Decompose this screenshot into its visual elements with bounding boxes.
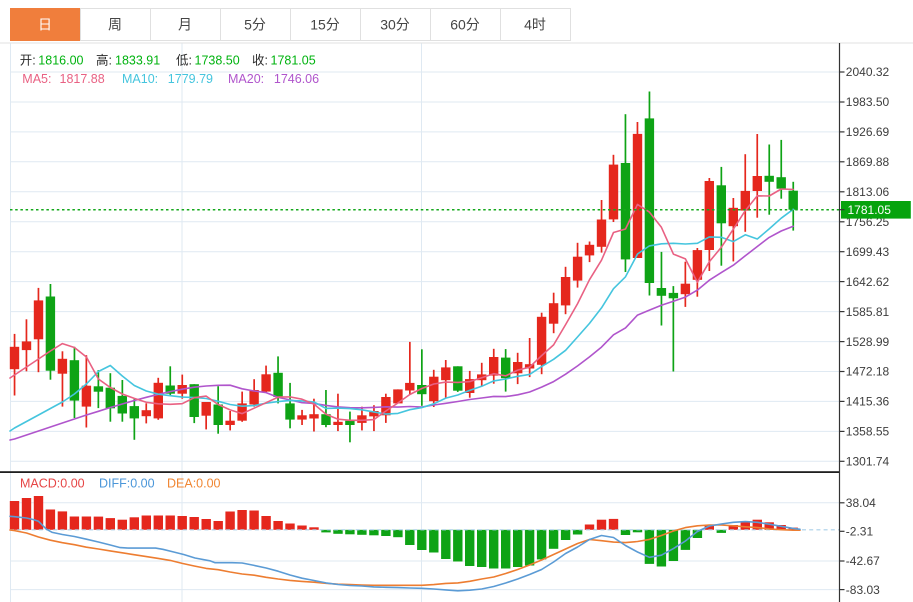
svg-text:15分: 15分 — [310, 17, 340, 33]
svg-text:1781.05: 1781.05 — [271, 54, 316, 68]
svg-text:收:: 收: — [252, 54, 268, 68]
svg-text:-2.31: -2.31 — [846, 525, 874, 539]
svg-text:MACD:0.00: MACD:0.00 — [20, 476, 85, 490]
svg-text:5分: 5分 — [244, 17, 266, 33]
svg-text:1358.55: 1358.55 — [846, 425, 890, 439]
svg-text:1528.99: 1528.99 — [846, 335, 890, 349]
svg-text:1869.88: 1869.88 — [846, 155, 890, 169]
svg-text:-42.67: -42.67 — [846, 554, 880, 568]
svg-text:开:: 开: — [20, 54, 36, 68]
svg-text:2040.32: 2040.32 — [846, 65, 890, 79]
svg-text:1813.06: 1813.06 — [846, 185, 890, 199]
svg-text:1983.50: 1983.50 — [846, 95, 890, 109]
svg-text:1415.36: 1415.36 — [846, 395, 890, 409]
svg-text:60分: 60分 — [450, 17, 480, 33]
svg-text:周: 周 — [108, 17, 122, 33]
svg-text:30分: 30分 — [380, 17, 410, 33]
svg-text:月: 月 — [178, 17, 192, 33]
svg-text:DEA:0.00: DEA:0.00 — [167, 476, 221, 490]
svg-text:1472.18: 1472.18 — [846, 365, 890, 379]
svg-text:1585.81: 1585.81 — [846, 305, 890, 319]
svg-text:1699.43: 1699.43 — [846, 245, 890, 259]
svg-text:MA10:: MA10: — [122, 72, 158, 86]
svg-text:1642.62: 1642.62 — [846, 275, 890, 289]
svg-text:1781.05: 1781.05 — [848, 203, 892, 217]
svg-text:1746.06: 1746.06 — [274, 72, 319, 86]
svg-text:4时: 4时 — [524, 17, 546, 33]
svg-text:1833.91: 1833.91 — [115, 54, 160, 68]
svg-text:1816.00: 1816.00 — [38, 54, 83, 68]
svg-text:1817.88: 1817.88 — [60, 72, 105, 86]
svg-text:1301.74: 1301.74 — [846, 455, 890, 469]
svg-text:日: 日 — [38, 17, 52, 33]
svg-text:MA5:: MA5: — [22, 72, 51, 86]
svg-text:-83.03: -83.03 — [846, 583, 880, 597]
svg-text:高:: 高: — [96, 53, 112, 68]
svg-text:DIFF:0.00: DIFF:0.00 — [99, 476, 155, 490]
svg-text:38.04: 38.04 — [846, 496, 876, 510]
svg-text:1926.69: 1926.69 — [846, 125, 890, 139]
svg-text:低:: 低: — [176, 54, 192, 68]
svg-text:MA20:: MA20: — [228, 72, 264, 86]
svg-text:1738.50: 1738.50 — [195, 54, 240, 68]
svg-text:1779.79: 1779.79 — [168, 72, 213, 86]
